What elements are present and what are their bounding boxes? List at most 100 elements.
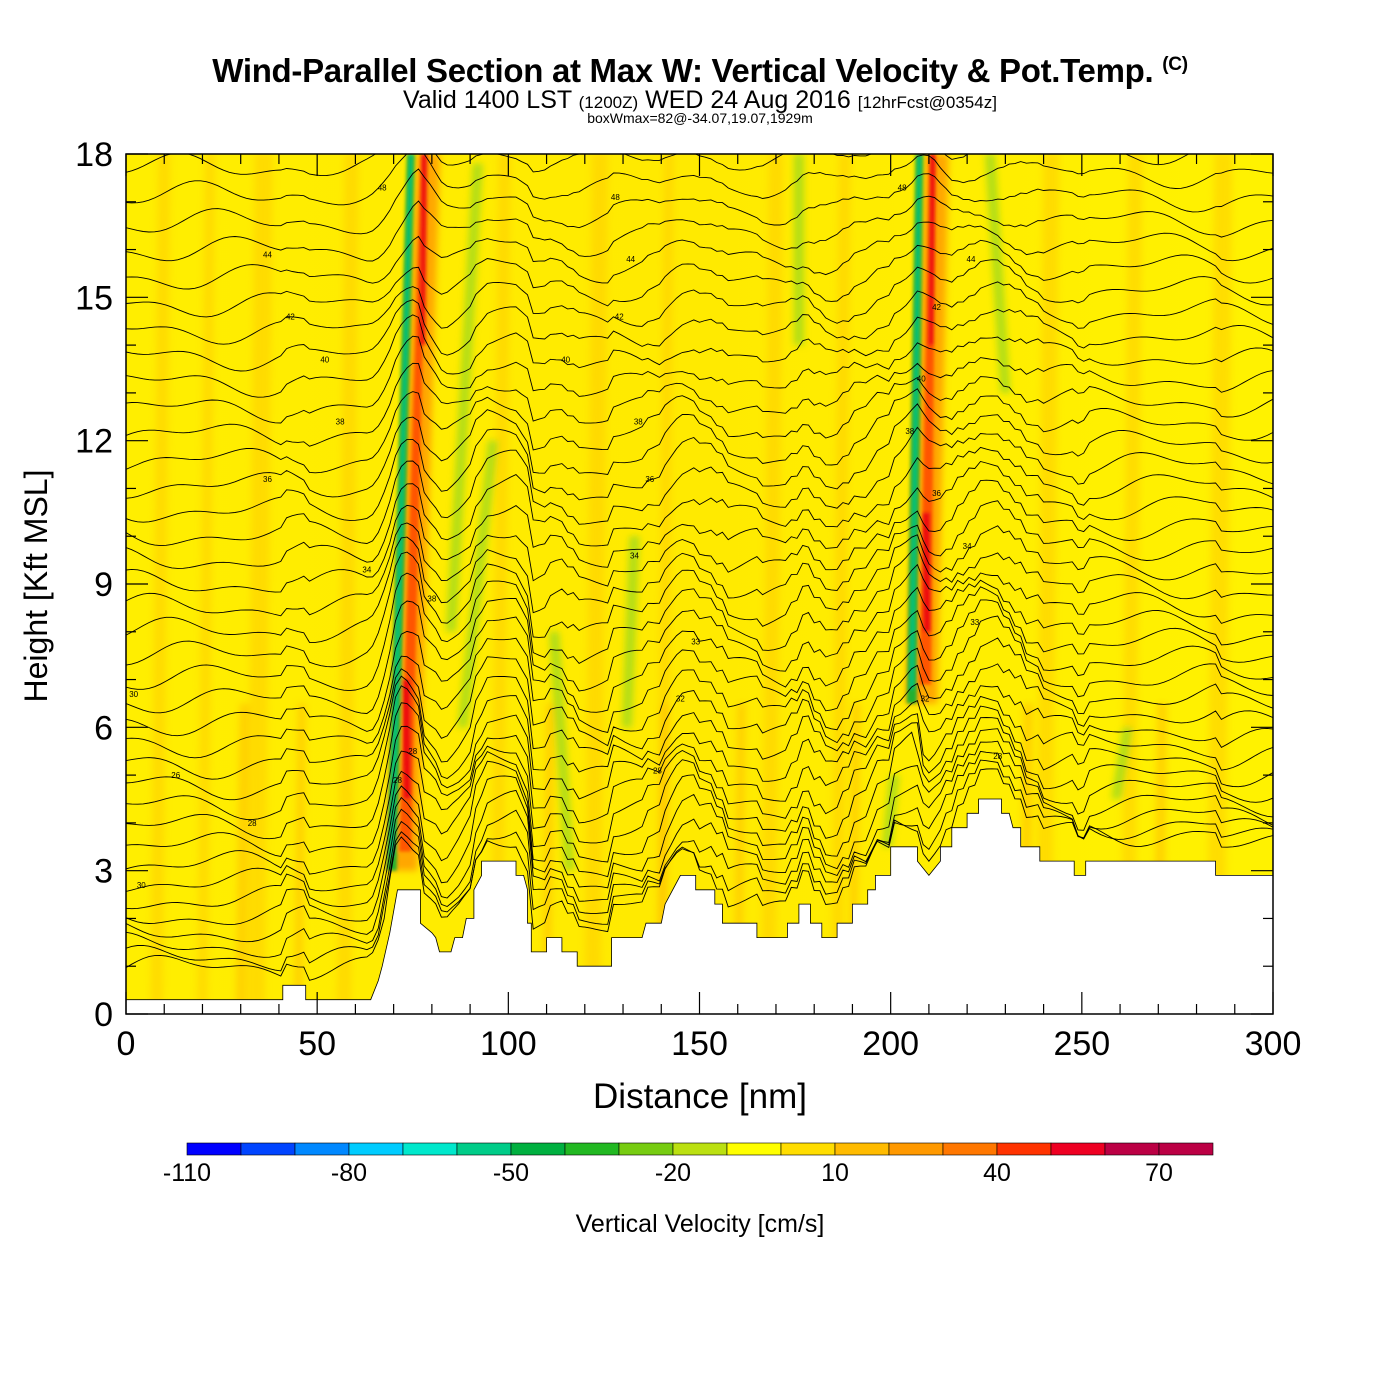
isentrope-line <box>126 750 1273 958</box>
isentrope-line <box>126 717 1273 910</box>
y-axis-label: Height [Kft MSL] <box>18 470 54 703</box>
field-background <box>126 154 1273 1014</box>
x-tick-label: 250 <box>1053 1025 1110 1063</box>
colorbar-tick-label: -80 <box>331 1159 367 1187</box>
colorbar-swatch <box>294 1142 350 1156</box>
isentrope-label: 33 <box>691 637 700 646</box>
x-tick-label: 100 <box>480 1025 537 1063</box>
isentrope-label: 40 <box>320 355 329 364</box>
y-tick-label: 0 <box>94 996 113 1034</box>
isentrope-line <box>126 500 1273 643</box>
isentrope-line <box>126 615 1273 801</box>
isentrope-line <box>126 426 1273 547</box>
updraft-streak <box>1120 154 1143 1014</box>
y-tick-label: 9 <box>94 566 113 604</box>
chart-title-text: Wind-Parallel Section at Max W: Vertical… <box>212 52 1154 89</box>
updraft-streak <box>150 154 171 1014</box>
isentrope-label: 36 <box>932 489 941 498</box>
isentrope-label: 44 <box>626 255 635 264</box>
isentrope-line <box>126 460 1273 593</box>
colorbar-swatch <box>1104 1142 1160 1156</box>
updraft-core-2-downdraft-core <box>909 154 921 690</box>
isentrope-label: 44 <box>967 255 976 264</box>
colorbar-swatch <box>564 1142 620 1156</box>
x-tick-label: 0 <box>117 1025 136 1063</box>
isentrope-line <box>126 221 1273 290</box>
isentrope-label: 40 <box>561 355 570 364</box>
isentrope-line <box>126 168 1273 235</box>
isentrope-line <box>126 545 1273 692</box>
isentrope-label: 34 <box>362 566 371 575</box>
isentrope-line <box>126 705 1273 892</box>
isentrope-line <box>126 446 1273 569</box>
isentrope-line <box>126 281 1273 372</box>
isentrope-label: 28 <box>408 747 417 756</box>
isentrope-line <box>126 728 1273 926</box>
isentrope-line <box>126 239 1273 318</box>
isentrope-label: 33 <box>970 618 979 627</box>
colorbar-swatch <box>726 1142 782 1156</box>
utc-time: (1200Z) <box>578 93 639 112</box>
y-tick-label: 12 <box>75 423 113 461</box>
isentrope-line <box>126 563 1273 714</box>
updraft-streak <box>490 154 511 1014</box>
colorbar-swatch <box>834 1142 890 1156</box>
isentrope-label: 38 <box>634 418 643 427</box>
isentrope-label: 48 <box>378 183 387 192</box>
isentrope-line <box>126 579 1273 737</box>
lowlevel-updraft <box>235 703 250 1014</box>
downdraft-streak <box>985 154 1011 393</box>
updraft-core-2-top <box>927 154 936 346</box>
colorbar-swatch <box>780 1142 836 1156</box>
isentrope-label: 48 <box>898 183 907 192</box>
colorbar-swatch <box>240 1142 296 1156</box>
terrain <box>126 798 1273 1014</box>
copyright-mark: (C) <box>1162 54 1188 75</box>
x-tick-label: 300 <box>1245 1025 1302 1063</box>
updraft-streak <box>336 154 359 1014</box>
x-tick-labels: 0 50 100 150 200 250 300 <box>117 1025 1302 1063</box>
downdraft-streak <box>445 163 483 632</box>
valid-date: WED 24 Aug 2016 <box>645 86 851 114</box>
isentrope-label: 40 <box>917 375 926 384</box>
isentrope-label: 44 <box>263 250 272 259</box>
x-tick-label: 50 <box>298 1025 336 1063</box>
isentrope-label: 30 <box>137 881 146 890</box>
axis-ticks <box>125 153 1274 1015</box>
isentrope-line <box>126 109 1273 148</box>
isentrope-line <box>126 309 1273 398</box>
isentrope-line <box>126 685 1273 858</box>
updraft-core-1-downdraft-core <box>389 154 413 857</box>
colorbar-swatch <box>456 1142 512 1156</box>
isentrope-line <box>126 695 1273 875</box>
colorbar-tick-label: 10 <box>821 1159 849 1187</box>
x-tick-label: 150 <box>671 1025 728 1063</box>
isentrope-label: 48 <box>611 193 620 202</box>
x-tick-label: 200 <box>862 1025 919 1063</box>
isentrope-label: 28 <box>653 766 662 775</box>
colorbar-swatch <box>672 1142 728 1156</box>
isentrope-line <box>126 586 1273 759</box>
isentrope-line <box>126 525 1273 668</box>
isentrope-label: 36 <box>645 475 654 484</box>
colorbar-swatch <box>888 1142 944 1156</box>
lowlevel-updraft <box>542 703 555 1014</box>
chart-subtitle: Valid 1400 LST (1200Z) WED 24 Aug 2016 [… <box>0 86 1400 115</box>
isentrope-label: 32 <box>921 695 930 704</box>
isentrope-label: 26 <box>171 771 180 780</box>
isentrope-label: 30 <box>129 690 138 699</box>
isentrope-label: 28 <box>993 752 1002 761</box>
isentrope-line <box>126 195 1273 262</box>
isentrope-line <box>126 637 1273 821</box>
updraft-core-1-peak <box>402 679 412 799</box>
isentrope-labels: 30 26 28 30 34 36 38 40 42 44 48 38 28 28 48 44 42 40 38 36… <box>129 183 1003 890</box>
downdraft-streak <box>793 154 804 346</box>
colorbar-swatch <box>402 1142 458 1156</box>
isentrope-label: 28 <box>248 819 257 828</box>
isentrope-line <box>126 357 1273 447</box>
colorbar-label: Vertical Velocity [cm/s] <box>576 1210 825 1238</box>
isentrope-line <box>126 403 1273 523</box>
colorbar-swatch <box>996 1142 1052 1156</box>
isentrope-line <box>126 259 1273 345</box>
